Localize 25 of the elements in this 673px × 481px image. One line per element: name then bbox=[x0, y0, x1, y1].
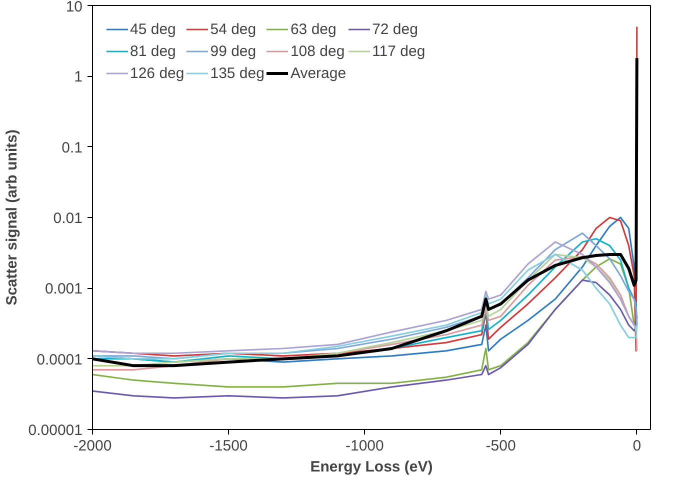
y-tick-label: 1 bbox=[74, 68, 82, 86]
x-tick-label: -1000 bbox=[346, 438, 384, 454]
legend-label: 63 deg bbox=[290, 20, 336, 38]
legend-label: 108 deg bbox=[290, 42, 345, 60]
legend-label: Average bbox=[290, 64, 346, 82]
legend-label: 45 deg bbox=[130, 20, 176, 38]
legend-label: 126 deg bbox=[130, 64, 184, 82]
y-tick-label: 0.00001 bbox=[28, 422, 83, 439]
legend-label: 117 deg bbox=[372, 42, 426, 60]
y-tick-label: 0.01 bbox=[53, 210, 83, 227]
legend-label: 54 deg bbox=[210, 20, 256, 38]
legend-label: 135 deg bbox=[210, 64, 264, 82]
x-tick-label: -500 bbox=[486, 438, 516, 454]
y-axis-title: Scatter signal (arb units) bbox=[3, 130, 20, 306]
y-tick-label: 0.001 bbox=[44, 280, 83, 298]
legend-label: 81 deg bbox=[130, 42, 176, 60]
x-tick-label: -1500 bbox=[209, 438, 248, 454]
y-tick-label: 0.1 bbox=[62, 139, 83, 156]
x-tick-label: -2000 bbox=[73, 438, 112, 454]
y-tick-label: 10 bbox=[66, 0, 83, 16]
legend-label: 72 deg bbox=[372, 20, 418, 38]
x-axis-title: Energy Loss (eV) bbox=[310, 458, 433, 476]
x-tick-label: 0 bbox=[632, 438, 642, 454]
legend-label: 99 deg bbox=[210, 42, 256, 60]
y-tick-label: 0.0001 bbox=[36, 351, 83, 368]
